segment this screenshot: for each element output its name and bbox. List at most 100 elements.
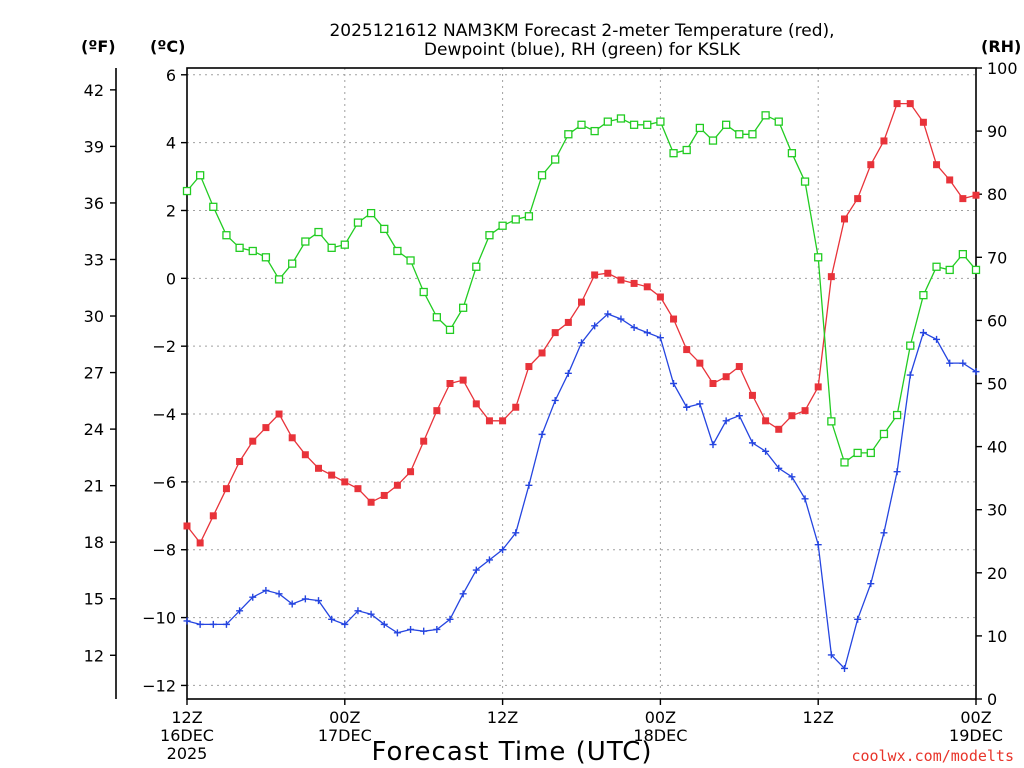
chart-title-line2: Dewpoint (blue), RH (green) for KSLK	[424, 40, 741, 60]
fahrenheit-tick-label: 36	[84, 194, 104, 213]
data-point	[788, 473, 796, 481]
data-point	[341, 620, 349, 628]
rh-tick-label: 100	[987, 59, 1018, 78]
data-point	[209, 620, 217, 628]
data-point	[182, 186, 192, 196]
data-point	[262, 586, 270, 594]
data-point	[906, 371, 914, 379]
data-point	[775, 425, 783, 433]
data-point	[301, 451, 309, 459]
data-point	[617, 315, 625, 323]
data-point	[512, 529, 520, 537]
x-axis-label: Forecast Time (UTC)	[371, 737, 652, 767]
data-point	[774, 117, 783, 126]
time-tick-label: 2025	[167, 744, 208, 763]
data-point	[880, 137, 888, 145]
data-point	[866, 448, 875, 458]
data-point	[708, 136, 718, 145]
data-point	[366, 208, 376, 218]
rh-unit-label: (RH)	[981, 37, 1021, 56]
data-point	[341, 478, 349, 486]
data-point	[499, 546, 507, 554]
data-point	[196, 620, 204, 628]
data-point	[525, 363, 533, 371]
data-point	[722, 417, 730, 425]
data-point	[971, 265, 981, 275]
chart-title-line1: 2025121612 NAM3KM Forecast 2-meter Tempe…	[329, 21, 834, 41]
data-point	[485, 417, 493, 425]
data-point	[683, 403, 691, 411]
data-point	[525, 481, 533, 489]
data-point	[919, 291, 928, 300]
data-point	[591, 271, 599, 279]
data-point	[235, 243, 244, 252]
series-relative-humidity	[182, 111, 981, 467]
data-point	[761, 111, 770, 120]
data-point	[222, 485, 230, 493]
data-point	[327, 243, 336, 252]
series-2-meter-temperature	[183, 100, 980, 547]
data-point	[853, 448, 862, 458]
data-point	[288, 259, 297, 268]
data-point	[735, 130, 744, 139]
data-point	[459, 590, 467, 598]
data-point	[406, 256, 415, 265]
rh-tick-label: 40	[987, 438, 1007, 457]
time-tick-label: 00Z	[960, 708, 991, 727]
data-point	[841, 664, 848, 672]
data-point	[959, 195, 967, 203]
data-point	[432, 313, 442, 322]
data-point	[380, 620, 388, 628]
data-point	[248, 246, 257, 256]
data-point	[670, 380, 678, 387]
data-point	[630, 279, 638, 287]
celsius-tick-label: 4	[166, 134, 176, 153]
data-point	[301, 237, 310, 246]
data-point	[537, 171, 547, 180]
data-point	[879, 429, 889, 439]
fahrenheit-tick-label: 12	[84, 646, 104, 665]
data-point	[933, 335, 941, 343]
fahrenheit-tick-label: 15	[84, 590, 104, 609]
fahrenheit-tick-label: 24	[84, 420, 104, 439]
data-point	[958, 249, 967, 259]
celsius-tick-label: −12	[142, 676, 176, 695]
series-layer	[182, 100, 981, 672]
data-point	[367, 610, 375, 618]
data-point	[551, 396, 559, 404]
data-point	[564, 318, 572, 326]
data-point	[722, 373, 730, 381]
data-point	[670, 315, 678, 323]
data-point	[880, 529, 888, 537]
data-point	[262, 424, 270, 432]
data-point	[340, 240, 349, 249]
data-point	[420, 627, 428, 635]
data-point	[315, 464, 322, 472]
data-point	[314, 227, 323, 237]
fahrenheit-tick-label: 27	[84, 364, 104, 383]
data-point	[696, 400, 704, 408]
data-point	[301, 595, 309, 603]
fahrenheit-axis: 42 39 36 33 30 27 24 21 18 15 12	[84, 81, 116, 665]
data-point	[840, 458, 849, 467]
data-point	[762, 417, 770, 425]
data-point	[577, 120, 586, 129]
data-point	[222, 620, 230, 628]
data-point	[933, 161, 941, 169]
rh-tick-label: 30	[987, 501, 1007, 520]
rh-tick-label: 0	[987, 690, 997, 709]
series-dewpoint	[183, 310, 980, 672]
data-point	[590, 126, 599, 136]
celsius-tick-label: 2	[166, 201, 176, 220]
data-point	[669, 149, 678, 158]
data-point	[814, 383, 822, 391]
time-tick-label: 18DEC	[633, 726, 687, 745]
celsius-tick-label: 0	[166, 269, 176, 288]
time-tick-label: 12Z	[803, 708, 834, 727]
celsius-tick-label: −8	[152, 541, 176, 560]
data-point	[367, 498, 375, 506]
data-point	[446, 615, 454, 623]
data-point	[629, 120, 639, 129]
data-point	[946, 359, 954, 367]
